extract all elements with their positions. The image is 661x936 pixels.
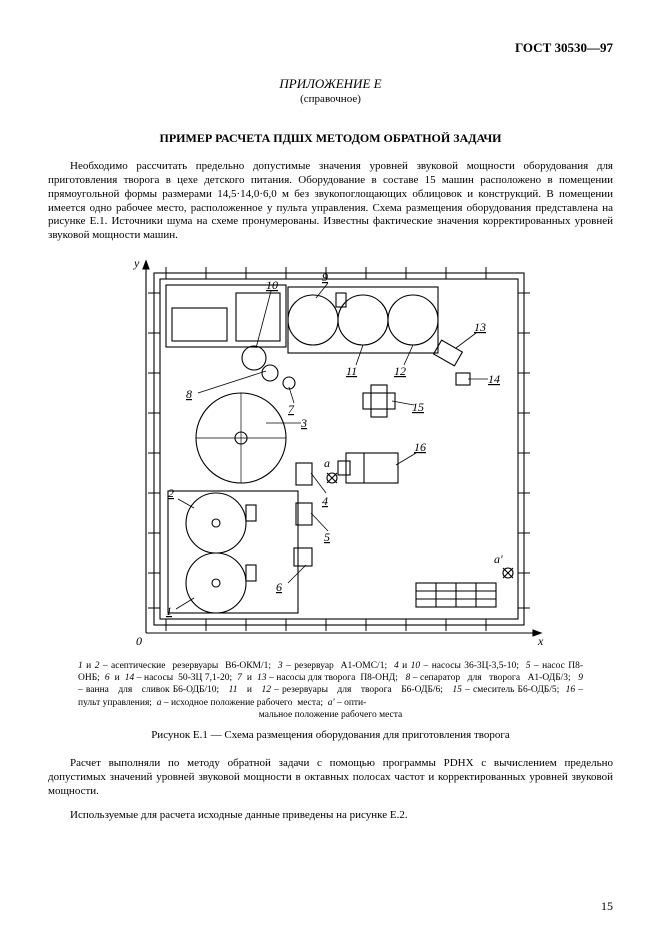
svg-text:14: 14: [488, 372, 500, 386]
document-code: ГОСТ 30530—97: [48, 40, 613, 56]
figure-legend: 1 и 2 – асептические резервуары В6-ОКМ/1…: [78, 660, 583, 722]
svg-text:10: 10: [266, 278, 278, 292]
svg-text:13: 13: [474, 320, 486, 334]
axis-y-label: y: [133, 256, 140, 270]
svg-text:9: 9: [322, 270, 328, 284]
axis-x-label: x: [537, 634, 544, 648]
svg-text:8: 8: [186, 387, 192, 401]
appendix-subtitle: (справочное): [48, 93, 613, 107]
svg-text:3: 3: [300, 416, 307, 430]
svg-text:1: 1: [166, 604, 172, 618]
figure-caption: Рисунок Е.1 — Схема размещения оборудова…: [48, 729, 613, 743]
example-title: ПРИМЕР РАСЧЕТА ПДШХ МЕТОДОМ ОБРАТНОЙ ЗАД…: [48, 131, 613, 146]
page: ГОСТ 30530—97 ПРИЛОЖЕНИЕ Е (справочное) …: [0, 0, 661, 936]
svg-text:12: 12: [394, 364, 406, 378]
paragraph-3: Используемые для расчета исходные данные…: [48, 809, 613, 823]
svg-text:a: a: [324, 456, 330, 470]
svg-text:2: 2: [168, 486, 174, 500]
svg-text:16: 16: [414, 440, 426, 454]
page-number: 15: [601, 899, 613, 914]
svg-text:4: 4: [322, 494, 328, 508]
svg-text:5: 5: [324, 530, 330, 544]
svg-text:11: 11: [346, 364, 357, 378]
appendix-title: ПРИЛОЖЕНИЕ Е: [48, 76, 613, 92]
axis-origin: 0: [136, 634, 142, 648]
paragraph-1: Необходимо рассчитать предельно допустим…: [48, 160, 613, 243]
svg-text:7: 7: [288, 402, 295, 416]
svg-text:6: 6: [276, 580, 282, 594]
floor-plan-svg: x y 0: [116, 253, 546, 653]
paragraph-2: Расчет выполняли по методу обратной зада…: [48, 757, 613, 798]
svg-text:15: 15: [412, 400, 424, 414]
svg-text:a': a': [494, 552, 503, 566]
figure-e1: x y 0: [48, 253, 613, 653]
